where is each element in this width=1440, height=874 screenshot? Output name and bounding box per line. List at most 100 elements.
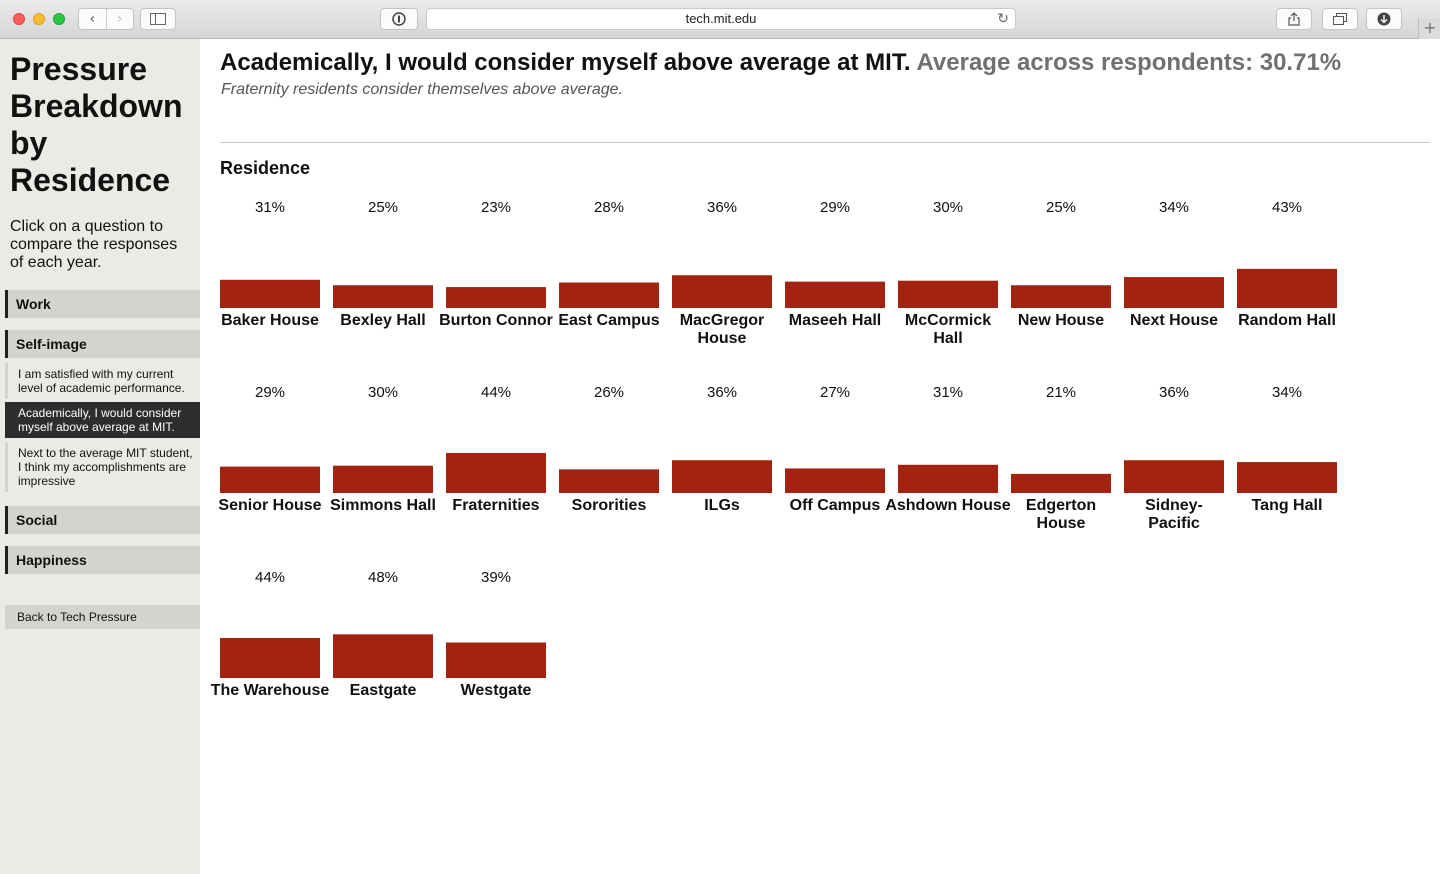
bar-bexley-hall <box>333 285 433 308</box>
chevron-left-icon[interactable]: ‹ <box>89 11 96 27</box>
zoom-window-button[interactable] <box>53 13 65 25</box>
tabs-icon <box>1333 13 1347 25</box>
bar-group-next-house: 34% Next House <box>1124 199 1224 329</box>
category-label-east-campus: East Campus <box>558 312 659 329</box>
bar-group-mccormick-hall: 30% McCormick Hall <box>898 199 998 347</box>
bar-group-off-campus: 27% Off Campus <box>785 384 885 514</box>
bar-new-house <box>1011 285 1111 308</box>
category-label-senior-house: Senior House <box>218 497 321 514</box>
bar-east-campus <box>559 282 659 308</box>
value-label-east-campus: 28% <box>594 199 624 216</box>
category-label-westgate: Westgate <box>461 682 532 699</box>
value-label-macgregor-house: 36% <box>707 199 737 216</box>
plus-icon: + <box>1423 18 1437 37</box>
section-label: Residence <box>220 158 311 178</box>
residence-bar-chart: 31% Baker House 25% Bexley Hall 23% Burton Co… <box>211 199 1337 699</box>
downloads-button[interactable] <box>1366 8 1402 30</box>
bar-group-maseeh-hall: 29% Maseeh Hall <box>785 199 885 329</box>
bar-mccormick-hall <box>898 280 998 308</box>
value-label-the-warehouse: 44% <box>255 569 285 586</box>
category-label-simmons-hall: Simmons Hall <box>330 497 436 514</box>
bar-group-baker-house: 31% Baker House <box>220 199 320 329</box>
bar-ashdown-house <box>898 464 998 493</box>
value-label-random-hall: 43% <box>1272 199 1302 216</box>
bar-macgregor-house <box>672 275 772 308</box>
new-tab-button[interactable]: + <box>1418 18 1440 39</box>
browser-toolbar: ‹ › tech.mit.edu ↻ + <box>0 0 1440 39</box>
value-label-bexley-hall: 25% <box>368 199 398 216</box>
value-label-sororities: 26% <box>594 384 624 401</box>
bar-group-bexley-hall: 25% Bexley Hall <box>333 199 433 329</box>
bar-group-east-campus: 28% East Campus <box>558 199 659 329</box>
main-content: Academically, I would consider myself ab… <box>200 39 1440 874</box>
question-subtitle: Fraternity residents consider themselves… <box>221 81 623 98</box>
question-above-average[interactable]: Academically, I would consider myself ab… <box>5 402 200 438</box>
share-button[interactable] <box>1276 8 1312 30</box>
divider <box>220 142 1430 143</box>
bar-group-tang-hall: 34% Tang Hall <box>1237 384 1337 514</box>
chevron-right-icon[interactable]: › <box>105 9 134 29</box>
minimize-window-button[interactable] <box>33 13 45 25</box>
bar-burton-connor <box>446 287 546 308</box>
bar-fraternities <box>446 452 546 493</box>
bar-senior-house <box>220 466 320 493</box>
category-label-mccormick-hall: McCormick Hall <box>905 312 991 347</box>
bar-group-ilgs: 36% ILGs <box>672 384 772 514</box>
value-label-fraternities: 44% <box>481 384 511 401</box>
bar-next-house <box>1124 277 1224 308</box>
value-label-senior-house: 29% <box>255 384 285 401</box>
value-label-new-house: 25% <box>1046 199 1076 216</box>
bar-group-the-warehouse: 44% The Warehouse <box>211 569 330 699</box>
bar-sidney-pacific <box>1124 460 1224 493</box>
category-label-bexley-hall: Bexley Hall <box>340 312 425 329</box>
sidebar: Pressure Breakdown by Residence Click on… <box>0 39 200 874</box>
bar-baker-house <box>220 279 320 308</box>
navigation-buttons: ‹ › <box>78 8 134 30</box>
category-label-burton-connor: Burton Connor <box>439 312 553 329</box>
category-label-fraternities: Fraternities <box>452 497 539 514</box>
bar-group-macgregor-house: 36% MacGregor House <box>672 199 772 347</box>
category-label-next-house: Next House <box>1130 312 1218 329</box>
category-label-sororities: Sororities <box>572 497 647 514</box>
sidebar-toggle-button[interactable] <box>140 8 176 30</box>
value-label-off-campus: 27% <box>820 384 850 401</box>
question-accomplishments-impressive[interactable]: Next to the average MIT student, I think… <box>5 442 200 492</box>
value-label-baker-house: 31% <box>255 199 285 216</box>
download-icon <box>1377 12 1391 26</box>
value-label-sidney-pacific: 36% <box>1159 384 1189 401</box>
average-across-respondents: Average across respondents: 30.71% <box>916 49 1342 76</box>
close-window-button[interactable] <box>13 13 25 25</box>
address-bar[interactable]: tech.mit.edu ↻ <box>426 8 1016 30</box>
back-to-tech-pressure-link[interactable]: Back to Tech Pressure <box>5 605 200 629</box>
value-label-edgerton-house: 21% <box>1046 384 1076 401</box>
category-social[interactable]: Social <box>5 506 200 534</box>
bar-group-simmons-hall: 30% Simmons Hall <box>330 384 436 514</box>
bar-ilgs <box>672 460 772 493</box>
tabs-overview-button[interactable] <box>1322 8 1358 30</box>
reload-icon[interactable]: ↻ <box>997 11 1009 27</box>
category-self-image[interactable]: Self-image <box>5 330 200 358</box>
category-happiness[interactable]: Happiness <box>5 546 200 574</box>
bar-sororities <box>559 469 659 493</box>
sidebar-intro: Click on a question to compare the respo… <box>10 218 178 271</box>
value-label-ashdown-house: 31% <box>933 384 963 401</box>
value-label-ilgs: 36% <box>707 384 737 401</box>
value-label-mccormick-hall: 30% <box>933 199 963 216</box>
bar-group-eastgate: 48% Eastgate <box>333 569 433 699</box>
category-label-the-warehouse: The Warehouse <box>211 682 330 699</box>
bar-group-senior-house: 29% Senior House <box>218 384 321 514</box>
value-label-maseeh-hall: 29% <box>820 199 850 216</box>
category-label-tang-hall: Tang Hall <box>1252 497 1323 514</box>
category-work[interactable]: Work <box>5 290 200 318</box>
question-satisfied-performance[interactable]: I am satisfied with my current level of … <box>5 363 200 399</box>
category-label-sidney-pacific: Sidney-Pacific <box>1145 497 1203 532</box>
bar-westgate <box>446 642 546 678</box>
bar-eastgate <box>333 634 433 678</box>
share-icon <box>1288 12 1300 26</box>
category-label-baker-house: Baker House <box>221 312 319 329</box>
bar-group-fraternities: 44% Fraternities <box>446 384 546 514</box>
bar-group-ashdown-house: 31% Ashdown House <box>885 384 1010 514</box>
category-label-ashdown-house: Ashdown House <box>885 497 1010 514</box>
reader-button[interactable] <box>380 8 418 30</box>
bar-random-hall <box>1237 268 1337 308</box>
